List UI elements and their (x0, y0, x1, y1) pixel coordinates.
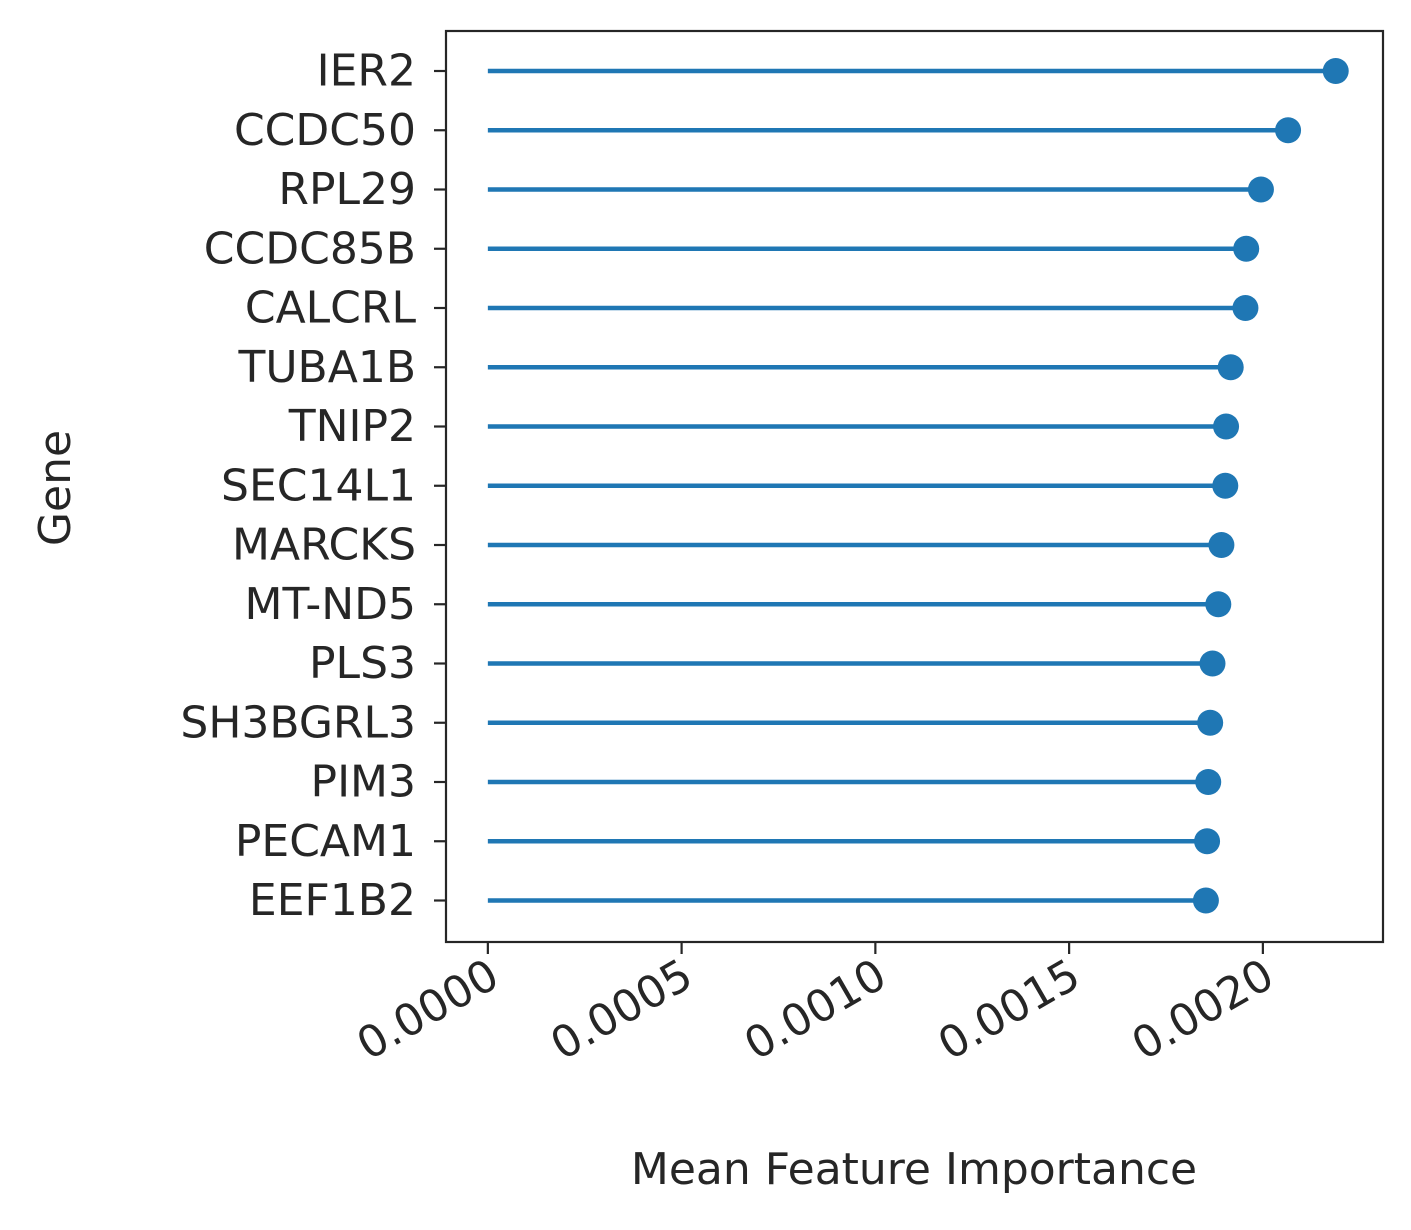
x-tick-label: 0.0015 (930, 949, 1089, 1070)
y-tick-label: CCDC85B (204, 223, 416, 274)
y-tick-label: MARCKS (232, 520, 416, 571)
y-tick-label: CALCRL (245, 283, 417, 334)
data-point (1212, 472, 1239, 499)
y-tick-label: RPL29 (278, 164, 416, 215)
data-point (1197, 709, 1224, 736)
data-point (1194, 828, 1221, 855)
y-tick-label: PECAM1 (235, 816, 416, 867)
x-tick-label: 0.0005 (542, 949, 701, 1070)
y-tick-label: EEF1B2 (249, 875, 416, 926)
y-ticks-layer: IER2 CCDC50 RPL29 CCDC85B CALCRL TUBA1B TNIP2 S… (180, 46, 446, 926)
data-point (1205, 591, 1232, 618)
y-tick-label: IER2 (317, 46, 416, 97)
y-tick-label: MT-ND5 (245, 579, 416, 630)
data-point (1217, 354, 1244, 381)
data-point (1322, 58, 1349, 84)
data-point (1247, 176, 1274, 203)
x-tick-label: 0.0020 (1124, 949, 1283, 1070)
data-point (1195, 769, 1222, 795)
y-tick-label: PIM3 (311, 757, 416, 808)
data-point (1275, 117, 1302, 144)
data-point (1233, 235, 1260, 262)
data-point (1213, 413, 1240, 440)
data-point (1208, 532, 1235, 558)
data-point (1192, 887, 1219, 914)
y-tick-label: PLS3 (309, 638, 416, 689)
y-tick-label: TNIP2 (288, 401, 416, 452)
x-tick-label: 0.0010 (736, 949, 895, 1070)
dots-layer (1192, 58, 1349, 914)
y-axis-label: Gene (30, 430, 81, 546)
x-axis-label: Mean Feature Importance (631, 1144, 1197, 1195)
x-tick-label: 0.0000 (349, 949, 508, 1070)
x-ticks-layer: 0.0000 0.0005 0.0010 0.0015 0.0020 (349, 942, 1283, 1071)
stems-layer (487, 68, 1336, 903)
y-tick-label: SH3BGRL3 (180, 697, 416, 748)
data-point (1232, 295, 1259, 321)
data-point (1199, 650, 1226, 677)
y-tick-label: CCDC50 (234, 105, 416, 156)
y-tick-label: SEC14L1 (221, 460, 416, 511)
y-tick-label: TUBA1B (237, 342, 416, 393)
